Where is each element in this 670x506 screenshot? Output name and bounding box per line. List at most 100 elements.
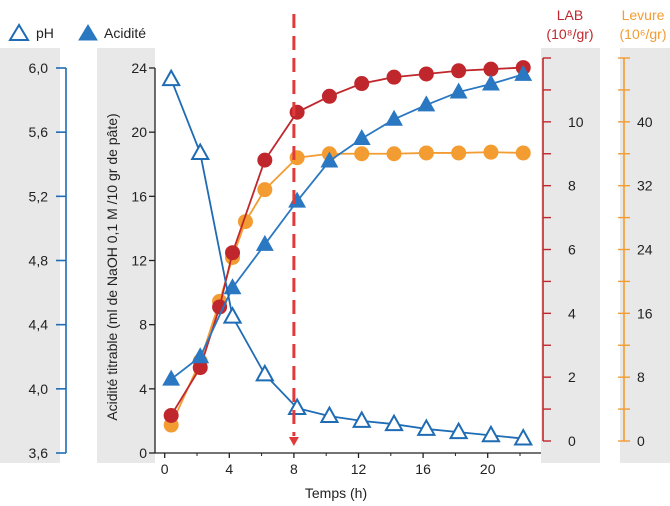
acidity-data-point bbox=[449, 82, 468, 99]
acidity-data-point bbox=[514, 64, 533, 81]
acidity-tick-label: 24 bbox=[131, 60, 147, 76]
lab-data-point bbox=[386, 69, 402, 85]
levure-data-point bbox=[354, 146, 370, 162]
ph-data-point bbox=[190, 142, 211, 160]
lab-tick-label: 0 bbox=[568, 433, 576, 449]
ph-legend-label: pH bbox=[36, 25, 54, 41]
levure-tick-label: 32 bbox=[637, 178, 653, 194]
lab-data-point bbox=[483, 61, 499, 77]
lab-data-point bbox=[289, 104, 305, 120]
lab-tick-label: 6 bbox=[568, 242, 576, 258]
ph-tick-label: 6,0 bbox=[29, 60, 49, 76]
lab-data-point bbox=[192, 360, 208, 376]
acidity-data-point bbox=[191, 347, 210, 364]
acidity-tick-label: 4 bbox=[139, 381, 147, 397]
ph-tick-label: 4,4 bbox=[29, 317, 49, 333]
ph-tick-label: 4,0 bbox=[29, 381, 49, 397]
lab-data-point bbox=[225, 245, 241, 261]
lab-data-point bbox=[451, 63, 467, 79]
ph-data-point bbox=[416, 418, 437, 436]
levure-data-point bbox=[451, 145, 467, 161]
acidity-tick-label: 0 bbox=[139, 445, 147, 461]
lab-axis-title-line2: (10⁸/gr) bbox=[546, 26, 593, 42]
acidity-data-point bbox=[162, 369, 181, 386]
ph-tick-label: 5,6 bbox=[29, 124, 49, 140]
levure-data-point bbox=[386, 146, 402, 162]
levure-data-point bbox=[257, 182, 273, 198]
levure-data-point bbox=[418, 145, 434, 161]
acidity-axis-title: Acidité titrable (ml de NaOH 0,1 M /10 g… bbox=[104, 113, 120, 420]
acidity-tick-label: 8 bbox=[139, 317, 147, 333]
x-tick-label: 8 bbox=[290, 461, 298, 477]
lab-data-point bbox=[163, 407, 179, 423]
ph-data-point bbox=[481, 424, 501, 443]
levure-tick-label: 8 bbox=[637, 369, 645, 385]
levure-axis-title-line2: (10⁶/gr) bbox=[620, 26, 667, 42]
reference-arrow-icon bbox=[288, 437, 299, 446]
acidity-series-line bbox=[170, 73, 524, 380]
levure-data-point bbox=[515, 145, 531, 161]
lab-data-point bbox=[321, 88, 337, 104]
ph-tick-label: 3,6 bbox=[29, 445, 49, 461]
levure-axis-title-line1: Levure bbox=[622, 7, 665, 23]
acidity-data-point bbox=[320, 151, 339, 168]
lab-data-point bbox=[257, 152, 273, 168]
ph-data-point bbox=[319, 405, 340, 424]
ph-data-point bbox=[161, 68, 181, 87]
ph-series-line bbox=[170, 78, 524, 440]
levure-series bbox=[163, 144, 531, 433]
ph-legend-marker-icon bbox=[8, 23, 30, 41]
lab-axis-panel bbox=[541, 48, 600, 463]
annotation-layer bbox=[288, 14, 299, 446]
levure-data-point bbox=[289, 150, 305, 166]
levure-tick-label: 40 bbox=[637, 114, 653, 130]
acidity-tick-label: 16 bbox=[131, 188, 147, 204]
levure-axis-panel bbox=[620, 48, 670, 463]
ph-data-point bbox=[513, 428, 534, 446]
ph-data-point bbox=[222, 306, 243, 324]
acidity-data-point bbox=[352, 129, 371, 146]
lab-series bbox=[163, 60, 531, 423]
ph-tick-label: 5,2 bbox=[29, 188, 49, 204]
x-tick-label: 20 bbox=[480, 461, 496, 477]
levure-tick-label: 16 bbox=[637, 305, 653, 321]
lab-tick-label: 2 bbox=[568, 369, 576, 385]
levure-data-point bbox=[483, 144, 499, 160]
acidity-data-point bbox=[223, 278, 242, 295]
ph-axis-panel bbox=[0, 48, 60, 463]
ph-data-point bbox=[448, 421, 469, 440]
acidity-data-point bbox=[255, 234, 274, 251]
acidity-legend-marker-icon bbox=[78, 24, 98, 41]
x-axis-title: Temps (h) bbox=[305, 485, 367, 501]
levure-tick-label: 24 bbox=[637, 242, 653, 258]
x-tick-label: 16 bbox=[415, 461, 431, 477]
lab-axis-title-line1: LAB bbox=[557, 7, 583, 23]
acidity-data-point bbox=[385, 109, 403, 126]
lab-tick-label: 4 bbox=[568, 305, 576, 321]
series-layer bbox=[161, 60, 534, 446]
x-tick-label: 4 bbox=[225, 461, 233, 477]
acidity-tick-label: 20 bbox=[131, 124, 147, 140]
acidity-data-point bbox=[482, 74, 500, 91]
ph-tick-label: 4,8 bbox=[29, 253, 49, 269]
x-tick-label: 12 bbox=[351, 461, 367, 477]
acidity-legend-label: Acidité bbox=[104, 25, 146, 41]
lab-series-line bbox=[170, 66, 524, 416]
acidity-data-point bbox=[417, 95, 436, 112]
lab-data-point bbox=[354, 76, 370, 92]
lab-data-point bbox=[212, 299, 228, 315]
acidity-tick-label: 12 bbox=[131, 253, 147, 269]
ph-data-point bbox=[384, 413, 404, 432]
ph-data-point bbox=[351, 410, 372, 428]
lab-data-point bbox=[418, 66, 434, 82]
acidity-axis-panel bbox=[97, 48, 155, 463]
lab-tick-label: 10 bbox=[568, 114, 584, 130]
chart-legend: pH Acidité bbox=[8, 23, 146, 41]
x-tick-label: 0 bbox=[161, 461, 169, 477]
acidity-series bbox=[162, 64, 533, 386]
ph-series bbox=[161, 68, 534, 446]
levure-tick-label: 0 bbox=[637, 433, 645, 449]
ph-data-point bbox=[255, 363, 275, 382]
